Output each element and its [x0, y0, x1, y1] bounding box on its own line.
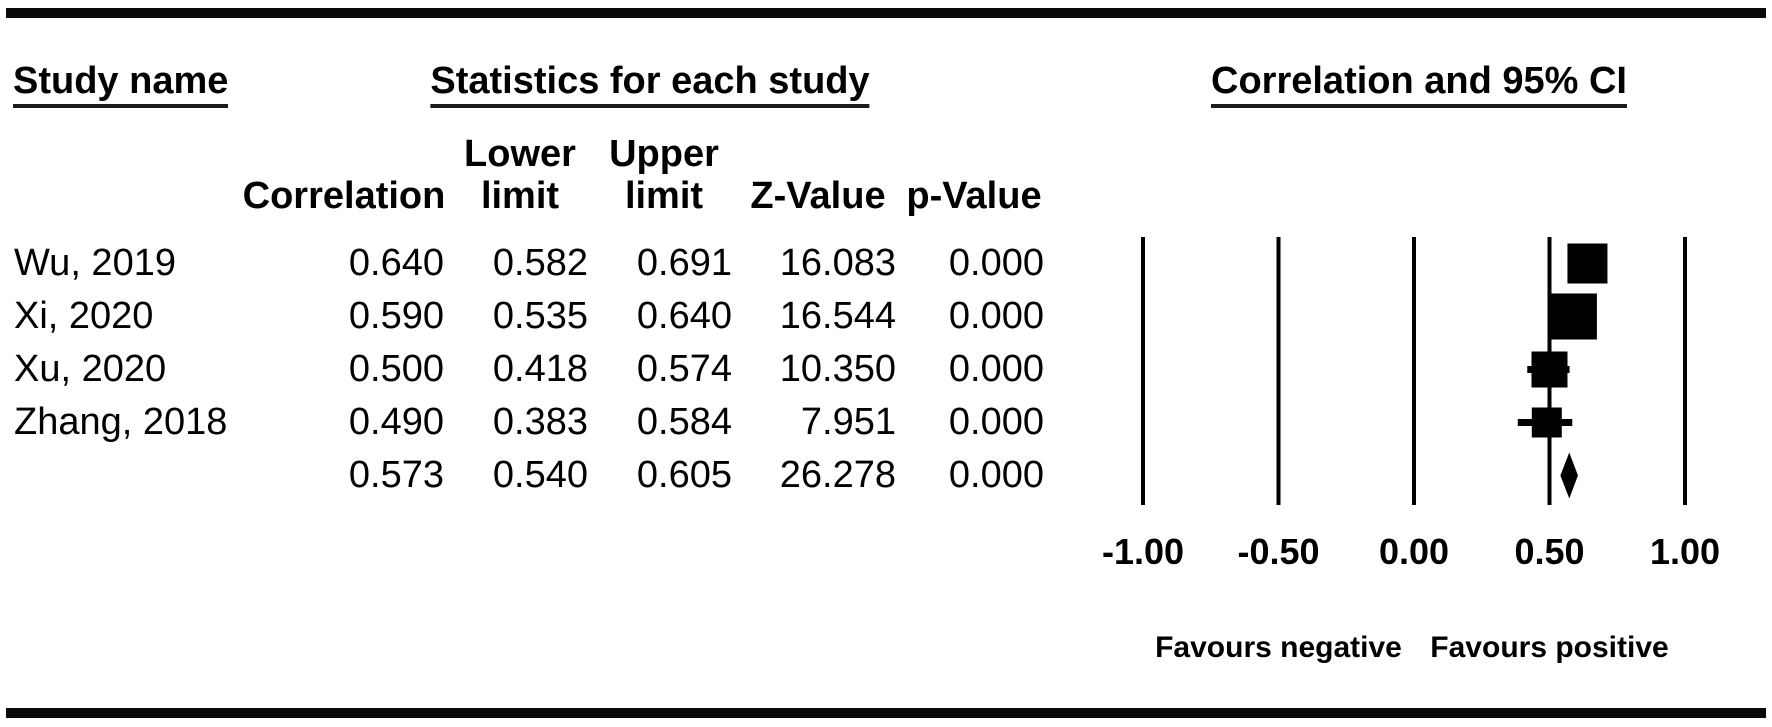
p-value-cell: 0.000 [948, 401, 1044, 443]
favours-negative-label: Favours negative [1155, 631, 1402, 664]
z-value-cell: 16.544 [779, 295, 896, 337]
study-name-cell: Xu, 2020 [14, 348, 167, 390]
header-gap [12, 221, 1048, 237]
study-name-title: Study name [13, 62, 229, 108]
correlation-cell: 0.490 [348, 401, 444, 443]
correlation-cell: 0.500 [348, 348, 444, 390]
effect-square [1531, 407, 1562, 438]
forest-plot-canvas [1141, 237, 1687, 505]
upper-limit-cell: 0.640 [636, 295, 732, 337]
lower-limit-cell: 0.535 [492, 295, 588, 337]
upper-limit-cell: 0.605 [636, 454, 732, 496]
effect-square [1550, 293, 1597, 340]
lower-limit-cell: 0.582 [492, 242, 588, 284]
lower-limit-header-line1: Lower [464, 133, 576, 175]
p-value-cell: 0.000 [948, 454, 1044, 496]
top-rule [6, 8, 1766, 18]
study-name-cell: Wu, 2019 [14, 242, 176, 284]
x-tick-label: 1.00 [1649, 531, 1721, 572]
upper-limit-cell: 0.584 [636, 401, 732, 443]
study-name-cell: Xi, 2020 [14, 295, 154, 337]
bottom-rule [6, 708, 1766, 718]
p-value-cell: 0.000 [948, 295, 1044, 337]
x-tick-label: 0.50 [1514, 531, 1585, 572]
z-value-cell: 10.350 [779, 348, 896, 390]
x-tick-label: 0.00 [1378, 531, 1450, 572]
upper-limit-header-line2: limit [624, 175, 704, 217]
effect-square [1531, 351, 1568, 388]
x-tick-label: -0.50 [1237, 531, 1320, 572]
correlation-ci-title: Correlation and 95% CI [1211, 62, 1627, 108]
z-value-cell: 26.278 [779, 454, 896, 496]
z-value-cell: 16.083 [779, 242, 896, 284]
favours-positive-label: Favours positive [1430, 631, 1669, 664]
statistics-table: Lower Upper Correlation limit limit Z-Va… [12, 130, 1048, 502]
correlation-cell: 0.640 [348, 242, 444, 284]
z-value-header: Z-Value [750, 175, 886, 217]
upper-limit-cell: 0.691 [636, 242, 732, 284]
study-name-cell: Zhang, 2018 [14, 401, 228, 443]
lower-limit-cell: 0.383 [492, 401, 588, 443]
lower-limit-cell: 0.418 [492, 348, 588, 390]
p-value-cell: 0.000 [948, 348, 1044, 390]
z-value-cell: 7.951 [800, 401, 896, 443]
lower-limit-header-line2: limit [480, 175, 560, 217]
p-value-cell: 0.000 [948, 242, 1044, 284]
correlation-cell: 0.590 [348, 295, 444, 337]
lower-limit-cell: 0.540 [492, 454, 588, 496]
x-tick-label: -1.00 [1101, 531, 1185, 572]
statistics-title: Statistics for each study [430, 62, 870, 108]
correlation-header: Correlation [242, 175, 446, 217]
correlation-cell: 0.573 [348, 454, 444, 496]
p-value-header: p-Value [906, 175, 1042, 217]
effect-square [1567, 243, 1608, 284]
study-name-cell [12, 449, 240, 502]
upper-limit-cell: 0.574 [636, 348, 732, 390]
upper-limit-header-line1: Upper [609, 133, 719, 175]
summary-diamond [1560, 452, 1578, 499]
